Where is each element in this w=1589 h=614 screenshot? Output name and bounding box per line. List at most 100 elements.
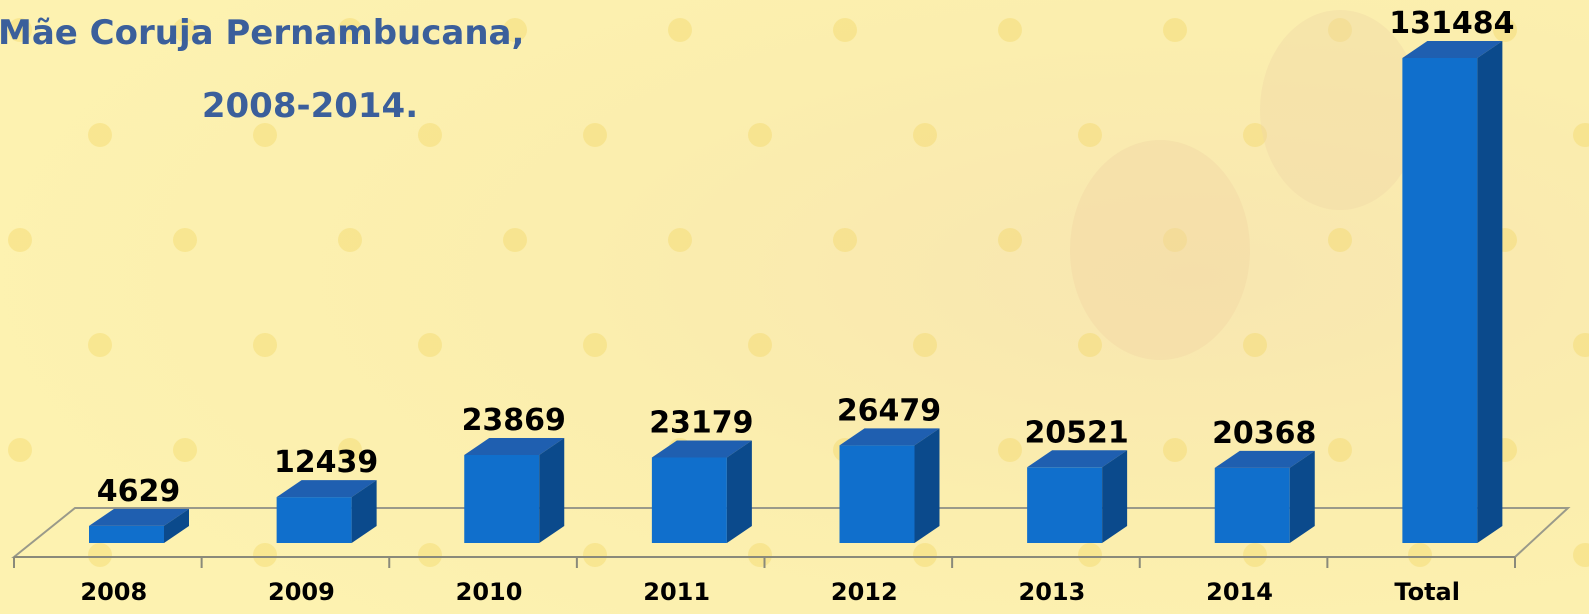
x-tick-label: 2012 <box>831 578 898 606</box>
flower <box>253 543 277 567</box>
flower <box>1493 18 1517 42</box>
bar <box>1402 41 1503 543</box>
flower <box>1408 543 1432 567</box>
flower <box>583 123 607 147</box>
flower <box>418 123 442 147</box>
chart-subtitle: 2008-2014. <box>202 86 418 126</box>
flower <box>913 123 937 147</box>
bar-front <box>89 525 164 543</box>
flower <box>1163 228 1187 252</box>
bar-side <box>1102 450 1128 543</box>
flower <box>748 333 772 357</box>
bar-front <box>651 457 727 543</box>
data-label: 20368 <box>1212 416 1316 451</box>
flower <box>833 18 857 42</box>
x-tick-label: 2008 <box>80 578 147 606</box>
flower <box>1078 543 1102 567</box>
bar-side <box>1477 41 1503 543</box>
x-tick-label: 2010 <box>456 578 523 606</box>
flower <box>338 18 362 42</box>
flower <box>668 18 692 42</box>
flower <box>668 228 692 252</box>
bar <box>89 508 189 543</box>
bar <box>276 480 377 543</box>
flower <box>418 333 442 357</box>
bar-front <box>464 454 540 543</box>
flower <box>173 438 197 462</box>
flower <box>1163 438 1187 462</box>
flower <box>173 18 197 42</box>
bar-top <box>464 437 565 455</box>
bar-top <box>89 508 189 526</box>
background-illustration <box>1070 140 1250 360</box>
chart-title: Mãe Coruja Pernambucana, <box>0 13 524 53</box>
flower <box>338 438 362 462</box>
flower <box>1328 18 1352 42</box>
bar-side <box>726 440 752 543</box>
data-label: 12439 <box>274 445 378 480</box>
background-illustration <box>1260 10 1420 210</box>
bar-top <box>1402 41 1503 58</box>
data-label: 4629 <box>97 474 181 509</box>
x-tick-label: 2013 <box>1019 578 1086 606</box>
flower <box>1573 333 1589 357</box>
flower <box>8 228 32 252</box>
flower <box>253 123 277 147</box>
flower <box>913 333 937 357</box>
bar-top <box>1027 450 1128 468</box>
flower <box>1078 333 1102 357</box>
background-pattern <box>8 18 1589 567</box>
flower <box>748 123 772 147</box>
flower <box>88 543 112 567</box>
flower <box>998 438 1022 462</box>
flower <box>253 333 277 357</box>
bar <box>651 440 752 543</box>
flower <box>998 228 1022 252</box>
bar-top <box>839 428 940 446</box>
data-label: 20521 <box>1024 415 1128 450</box>
x-tick-label: 2009 <box>268 578 335 606</box>
flower <box>1243 543 1267 567</box>
flower <box>583 333 607 357</box>
bar-front <box>1027 467 1103 543</box>
flower <box>503 18 527 42</box>
bar <box>1214 450 1315 543</box>
bar-front <box>276 497 352 543</box>
flower <box>88 333 112 357</box>
flower <box>913 543 937 567</box>
flower <box>1328 228 1352 252</box>
bar-side <box>914 428 940 543</box>
bar-top <box>276 480 377 498</box>
bar <box>464 437 565 543</box>
flower <box>833 228 857 252</box>
flower <box>1328 438 1352 462</box>
x-tick-label: Total <box>1394 578 1460 606</box>
bar <box>1027 450 1128 543</box>
flower <box>1573 123 1589 147</box>
x-tick-label: 2014 <box>1206 578 1273 606</box>
bar-top <box>651 440 752 458</box>
x-tick-label: 2011 <box>643 578 710 606</box>
flower <box>338 228 362 252</box>
flower <box>1243 123 1267 147</box>
bar-side <box>1289 450 1315 543</box>
flower <box>503 228 527 252</box>
flower <box>88 123 112 147</box>
bar-front <box>839 445 915 543</box>
bar-front <box>1402 58 1478 543</box>
bar-top <box>1214 450 1315 468</box>
flower <box>418 543 442 567</box>
bar-side <box>164 508 189 543</box>
flower <box>8 18 32 42</box>
bar-side <box>351 480 377 543</box>
flower <box>1078 123 1102 147</box>
flower <box>173 228 197 252</box>
flower <box>748 543 772 567</box>
data-label: 23869 <box>462 403 566 438</box>
flower <box>1573 543 1589 567</box>
bar <box>839 428 940 543</box>
data-label: 23179 <box>649 406 753 441</box>
